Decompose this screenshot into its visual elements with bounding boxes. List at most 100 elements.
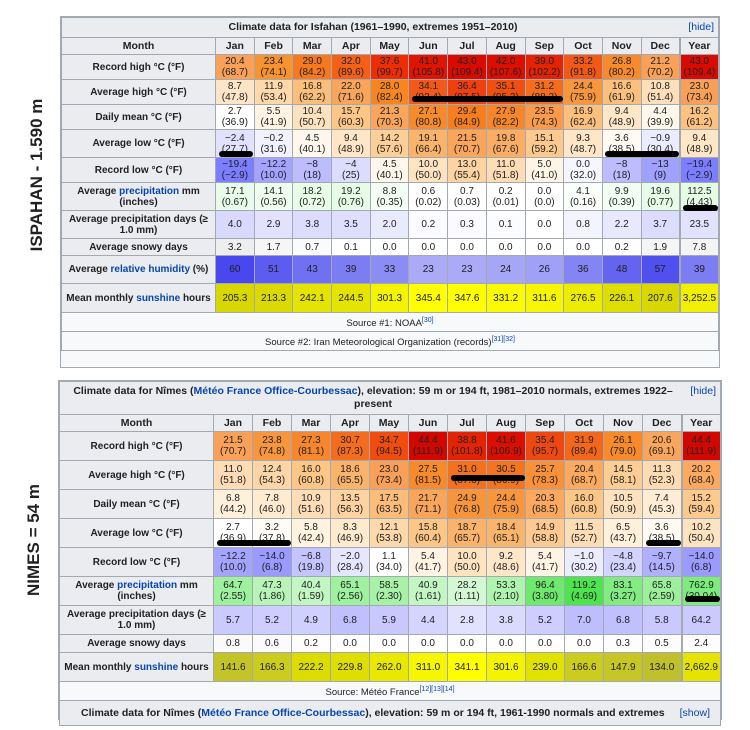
cell-value: 5.2 [265,614,279,626]
table-row: Average precipitation mm (inches) 64.7 (2.… [59,576,721,606]
table-cell: 23.0 (73.4) [678,79,719,105]
cell-value: 222.2 [298,661,324,673]
cell-value: 0.2 [304,638,318,649]
cell-value: 10.8 [650,81,670,92]
ref-link[interactable]: [31][32] [491,335,515,343]
cell-value: 10.0 [418,159,439,170]
table-cell: 222.2 [291,652,331,682]
cell-fahrenheit: (0.0) [534,196,555,208]
cell-fahrenheit: (0.56) [260,196,287,208]
cell-value: 58.5 [379,580,399,591]
cell-fahrenheit: (36.9) [219,533,247,544]
table-cell: 9.4 (48.9) [331,129,371,158]
cell-value: 3.8 [305,219,320,230]
cell-value: 16.0 [574,493,594,504]
cell-fahrenheit: (−2.9) [221,170,249,181]
cell-value: 14.9 [535,522,555,533]
table-row: Mean monthly sunshine hours 141.6 166.3 222… [59,652,721,682]
table-cell: 0.6 [252,634,292,653]
row-header-link[interactable]: sunshine [136,292,181,304]
nimes-climate-table: Climate data for Nîmes (Météo France Off… [58,380,722,726]
cell-value: 2.2 [614,219,629,230]
cell-value: 43.0 [689,56,710,67]
row-header-link[interactable]: relative humidity [110,264,190,275]
cell-value: −12.2 [220,551,246,562]
table-cell: 6.8 (44.2) [213,489,253,519]
cell-fahrenheit: (4.43) [686,196,713,208]
table-cell: 26.8 (80.2) [601,54,642,80]
table-cell: 3.8 [292,210,333,239]
cell-fahrenheit: (2.30) [375,591,403,602]
table-cell: 12.4 (54.3) [252,460,292,490]
cell-value: 2.9 [266,219,281,230]
table-cell: 44.4 (111.9) [680,431,721,461]
cell-value: 0.2 [498,185,513,197]
table-cell: 7.8 [678,238,719,256]
cell-value: 10.0 [457,551,477,562]
table-row: Average precipitation days (≥ 1.0 mm) 5.7… [59,605,721,635]
row-header: Mean monthly sunshine hours [61,283,216,313]
cell-value: 12.4 [262,464,282,475]
cell-value: 34.1 [418,81,439,92]
month-header-apr: Apr [330,414,370,432]
office-courbessac-link[interactable]: Météo France Office-Courbessac [193,385,358,397]
table-row: Record high °C (°F) 21.5 (70.7) 23.8 (74.8) 2… [59,431,721,461]
office-courbessac-link[interactable]: Météo France Office-Courbessac [201,706,366,719]
cell-value: 20.2 [691,464,711,475]
cell-fahrenheit: (78.3) [531,475,559,486]
month-header-jun: Jun [408,37,449,55]
row-header-link[interactable]: precipitation [117,580,178,591]
table-cell: 262.0 [369,652,409,682]
cell-value: −14.0 [259,551,285,562]
table-cell: 0.6 (0.02) [408,182,449,211]
table-cell: 22.0 (71.6) [331,79,371,105]
cell-fahrenheit: (44.2) [219,504,247,515]
table-cell: 141.6 [213,652,253,682]
month-header-jul: Jul [447,414,487,432]
cell-fahrenheit: (25) [342,170,360,181]
cell-fahrenheit: (74.8) [258,446,286,457]
hide-link[interactable]: [hide] [690,385,716,397]
table-cell: 2.0 [369,210,410,239]
cell-value: 39 [693,264,705,275]
table-cell: 0.0 [408,634,448,653]
hide-link[interactable]: [hide] [688,21,714,33]
row-header: Average low °C (°F) [61,129,216,158]
cell-value: 15.8 [418,522,438,533]
table-cell: 205.3 [215,283,255,313]
row-header-link[interactable]: precipitation [119,185,180,197]
table-cell: 64.2 [680,605,721,635]
table-cell: 65.1 (2.56) [330,576,370,606]
row-header: Record high °C (°F) [59,431,214,461]
cell-fahrenheit: (60.3) [337,117,364,128]
row-header: Record high °C (°F) [61,54,216,80]
cell-fahrenheit: (53.4) [260,92,287,103]
table-cell: 23.5 [678,210,719,239]
ref-link[interactable]: [30] [421,316,434,324]
table-cell: 27.9 (82.2) [485,104,526,130]
show-link[interactable]: [show] [679,706,710,719]
table-cell: 42.0 (107.6) [485,54,526,80]
table-cell: 41.0 (105.8) [408,54,449,80]
table-cell: 36 [563,255,603,284]
cell-fahrenheit: (56.3) [336,504,364,515]
cell-fahrenheit: (53.8) [375,533,403,544]
cell-fahrenheit: (39.9) [647,117,674,128]
ref-link[interactable]: [12][13][14] [419,685,455,693]
table-cell: 5.0 (41.0) [524,157,565,183]
table-cell: 20.3 (68.5) [525,489,565,519]
cell-value: 30.5 [496,464,516,475]
table-cell: 14.2 (57.6) [369,129,410,158]
cell-fahrenheit: (60.4) [414,533,442,544]
table-cell: 8.8 (0.35) [369,182,410,211]
row-header-link[interactable]: sunshine [134,661,179,673]
cell-fahrenheit: (41.9) [260,117,287,128]
cell-value: 18.2 [302,185,322,197]
cell-fahrenheit: (89.4) [570,446,598,457]
cell-fahrenheit: (65.7) [453,533,481,544]
cell-value: 0.0 [382,638,396,649]
cell-value: 0.1 [343,241,358,253]
table-cell: 9.4 (48.9) [678,129,719,158]
table-cell: 166.3 [252,652,292,682]
table-cell: 16.0 (60.8) [291,460,331,490]
